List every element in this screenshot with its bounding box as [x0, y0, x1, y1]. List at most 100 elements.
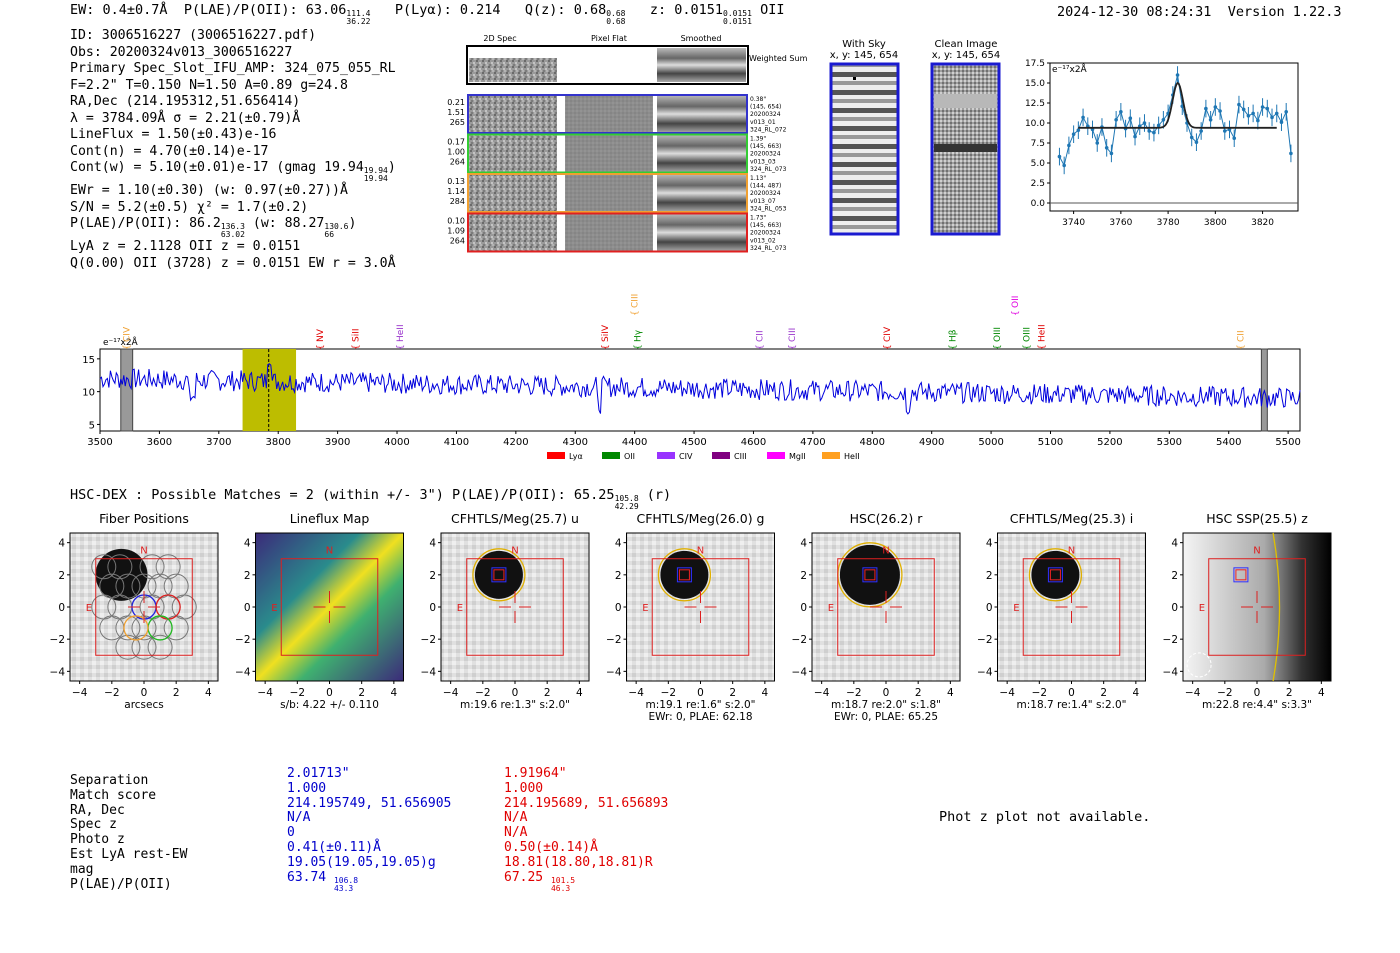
- panel-ytick-label-5-0: 4: [986, 538, 993, 550]
- panel-title-1: Lineflux Map: [290, 511, 370, 526]
- panel-xtick-label-6-4: 4: [1318, 687, 1325, 699]
- panel-xlabel-0: arcsecs: [124, 699, 163, 711]
- spec-line-brace-4: {: [601, 344, 611, 350]
- info-contw-hi: 19.94: [363, 166, 388, 175]
- weighted-sum-2dspec: [469, 58, 557, 82]
- spec-line-brace-12: {: [993, 344, 1003, 350]
- fit-ytick-label-5: 12.5: [1025, 99, 1045, 109]
- fiber-11: [115, 615, 141, 641]
- panel-ytick-label-0-4: −4: [50, 666, 66, 678]
- panel-ytick-label-2-0: 4: [429, 538, 436, 550]
- panel-ytick-label-4-2: 0: [800, 602, 807, 614]
- header-qz-lo: 0.68: [606, 17, 626, 26]
- legend-label-2: CIV: [679, 452, 693, 461]
- spec-line-label-13: OIII: [1023, 327, 1033, 342]
- mt-red-val-2: 214.195689, 51.656893: [504, 795, 669, 811]
- cutout-frame-0: [467, 94, 748, 134]
- panel-xtick-label-5-1: −2: [1032, 687, 1047, 699]
- panel-source-4: [839, 544, 900, 605]
- cutout-right-0-0: 0.38": [750, 96, 766, 103]
- panel-xtick-label-1-2: 0: [326, 687, 333, 699]
- cutout-right-0-2: 20200324: [750, 111, 781, 118]
- panel-xtick-label-1-4: 4: [391, 687, 398, 699]
- weighted-sum-label: Weighted Sum: [749, 54, 808, 63]
- legend-swatch-0: [547, 452, 565, 459]
- spec-xtick-label-11: 4600: [741, 437, 766, 448]
- panel-xtick-label-4-3: 2: [915, 687, 922, 699]
- spec-line-label-3: HeII: [396, 324, 406, 342]
- clean-coords: x, y: 145, 654: [932, 50, 1001, 61]
- header-ew: EW: 0.4±0.7Å: [70, 2, 168, 18]
- header-version: Version 1.22.3: [1227, 4, 1342, 20]
- fit-point-0: [1057, 154, 1062, 159]
- cutout-right-0-4: 324_RL_072: [750, 126, 787, 133]
- spec-xtick-label-0: 3500: [87, 437, 112, 448]
- cutout-left-3-1: 1.09: [447, 227, 465, 236]
- fiber-21: [155, 554, 181, 580]
- hsc-title-suffix: (r): [646, 487, 672, 503]
- cutout-left-2-2: 284: [450, 197, 465, 206]
- panel-title-4: HSC(26.2) r: [850, 511, 924, 526]
- cutout-left-1-2: 264: [450, 158, 465, 167]
- panel-ytick-label-0-3: −2: [50, 634, 65, 646]
- panel-xtick-label-3-1: −2: [661, 687, 676, 699]
- cutout-right-0-3: v013_01: [750, 119, 776, 126]
- panel-ytick-label-5-1: 2: [986, 570, 993, 582]
- spec-mask-0: [120, 348, 134, 432]
- header-date: 2024-12-30 08:24:31: [1057, 4, 1212, 20]
- info-plae-w: (w: 88.27: [252, 216, 325, 231]
- panel-contour-6: [1272, 532, 1281, 682]
- spec-line-label-5: CIII: [631, 294, 641, 308]
- panel-box-2: [466, 558, 564, 656]
- east-label-3: E: [642, 603, 648, 614]
- cutout-flat-0: [565, 95, 653, 133]
- fit-model-line: [1078, 81, 1277, 129]
- spec-xtick-label-15: 5000: [978, 437, 1003, 448]
- match-label-0: Separation: [70, 773, 149, 788]
- cutout-right-0-1: (145, 654): [750, 104, 781, 111]
- panel-xtick-label-6-0: −4: [1185, 687, 1201, 699]
- clean-title: Clean Image: [935, 39, 998, 50]
- mt-blue-val-2: 214.195749, 51.656905: [287, 795, 452, 811]
- panel-ytick-label-3-2: 0: [615, 602, 622, 614]
- match-labels: Separation Match score RA, Dec Spec z Photo …: [70, 773, 187, 892]
- panel-ytick-label-0-1: 2: [58, 570, 65, 582]
- cutout-2dspec-2: [469, 174, 557, 212]
- legend-label-0: Lyα: [569, 452, 583, 461]
- panel-xtick-label-3-2: 0: [697, 687, 704, 699]
- legend-swatch-4: [767, 452, 785, 459]
- cutout-smooth-3: [657, 213, 746, 252]
- spec-line-brace-5: {: [631, 310, 641, 316]
- panel-xtick-label-0-3: 2: [173, 687, 180, 699]
- panel-ytick-label-6-2: 0: [1171, 602, 1178, 614]
- info-plae-lo: 63.02: [220, 230, 245, 239]
- cutout-left-0-2: 265: [450, 118, 465, 127]
- spec-trace: [99, 363, 1301, 415]
- fiber-highlight-3: [123, 615, 149, 641]
- panel-ytick-label-3-3: −2: [606, 634, 621, 646]
- match-label-3: Spec z: [70, 817, 117, 833]
- fiber-20: [139, 554, 165, 580]
- panel-6: HSC SSP(25.5) z N E 4 2 0 −2 −4 −4 −2 0 2 4 m:22.8 re…: [1163, 511, 1332, 711]
- panel-ytick-label-5-4: −4: [977, 666, 993, 678]
- spec-xtick-label-14: 4900: [919, 437, 944, 448]
- panel-ytick-label-4-4: −4: [792, 666, 808, 678]
- spec-ylabel: e⁻¹⁷x2Å: [103, 336, 139, 348]
- spec-line-label-4: SiIV: [601, 324, 611, 342]
- header-plae-hi: 111.4: [346, 9, 371, 18]
- cutout-right-2-2: 20200324: [750, 190, 781, 197]
- mt-blue-val-1: 1.000: [287, 780, 327, 796]
- spec-xtick-label-9: 4400: [622, 437, 647, 448]
- fit-xtick-label-3: 3800: [1204, 218, 1227, 228]
- cutout-2dspec-1: [469, 134, 557, 173]
- cutout-left-2-1: 1.14: [447, 187, 465, 196]
- panel-xtick-label-2-0: −4: [443, 687, 459, 699]
- cutout-left-0-0: 0.21: [447, 98, 465, 107]
- panel-match-red-6: [1235, 569, 1247, 581]
- spec-line-brace-1: {: [316, 344, 326, 350]
- panel-xtick-label-6-2: 0: [1254, 687, 1261, 699]
- panel-ytick-label-2-4: −4: [421, 666, 437, 678]
- mt-red-val-4: N/A: [504, 825, 528, 841]
- legend-swatch-5: [822, 452, 840, 459]
